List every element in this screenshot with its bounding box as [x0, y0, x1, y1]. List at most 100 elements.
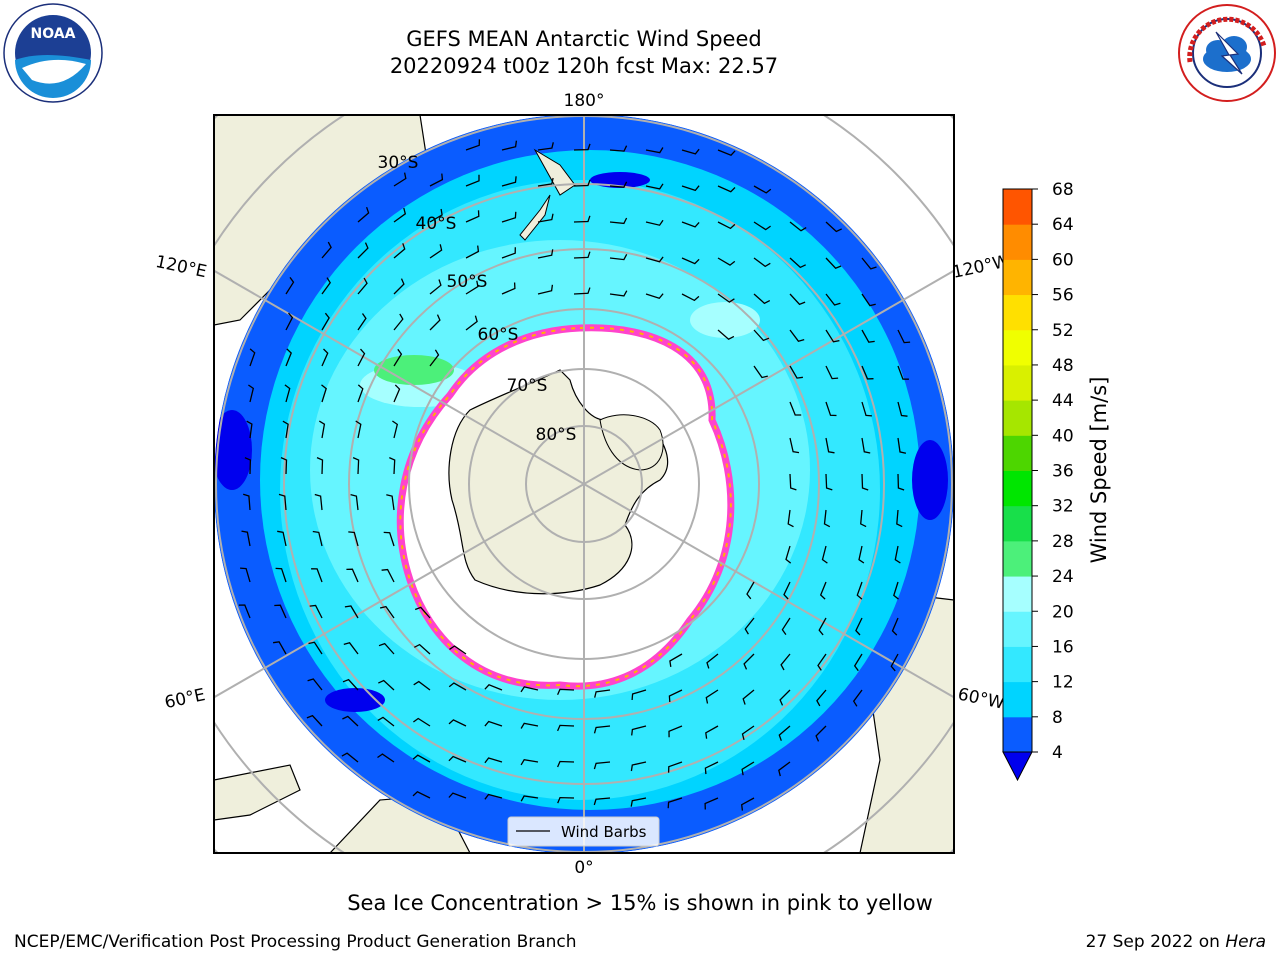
lon-label-180: 180° — [564, 91, 605, 111]
wind-barb — [321, 312, 330, 331]
colorbar-tick-label: 32 — [1052, 497, 1074, 517]
wind-barb — [645, 219, 664, 226]
wind-barb — [819, 581, 827, 600]
wind-barb — [465, 280, 479, 295]
wind-barb — [645, 183, 664, 190]
colorbar-segment — [1003, 716, 1032, 753]
wind-barb — [557, 760, 575, 768]
wind-barb — [274, 604, 287, 619]
wind-barb — [861, 401, 872, 417]
wind-barb — [825, 401, 837, 417]
wind-barb — [742, 689, 755, 705]
wind-barb — [412, 791, 431, 799]
wind-barb — [321, 277, 331, 295]
wind-barb — [779, 689, 791, 706]
colorbar-segment — [1003, 540, 1032, 577]
wind-barb — [393, 172, 407, 187]
wind-barb — [825, 257, 842, 269]
wind-barb — [341, 752, 359, 763]
wind-barb — [357, 206, 370, 223]
wind-barb — [681, 148, 700, 155]
wind-barb — [706, 653, 719, 669]
wind-barb — [893, 581, 899, 600]
wind-barb — [667, 761, 683, 773]
wind-barb — [342, 715, 359, 727]
wind-barb — [393, 384, 401, 403]
wind-barb — [357, 348, 366, 367]
colorbar-segment — [1003, 259, 1032, 296]
wind-barb — [378, 679, 395, 691]
wind-barb — [280, 457, 288, 475]
wind-barb — [645, 147, 664, 154]
colorbar-segment — [1003, 681, 1032, 718]
wind-barb — [891, 617, 899, 636]
wind-barb — [630, 797, 647, 807]
wind-barb — [573, 287, 591, 295]
wind-barb — [377, 753, 395, 763]
wind-barb — [357, 313, 367, 331]
noaa-logo: NOAA — [3, 3, 103, 103]
wind-barb — [897, 365, 909, 380]
wind-barb — [318, 420, 326, 439]
colorbar-extend-arrow — [1002, 751, 1033, 782]
wind-barb — [825, 293, 841, 306]
wind-barb — [357, 242, 369, 259]
wind-barb — [825, 221, 842, 233]
wind-barb — [743, 653, 755, 670]
lat-label-40s: 40°S — [416, 214, 457, 234]
wind-barb — [448, 719, 467, 727]
wind-barb — [816, 689, 827, 707]
wind-barb — [825, 365, 839, 380]
wind-barb — [645, 293, 664, 300]
wind-barb — [741, 797, 755, 811]
wind-barb — [593, 797, 611, 806]
wind-barb — [668, 689, 683, 703]
wind-barb — [753, 365, 768, 379]
wind-barb — [520, 722, 539, 729]
colorbar-segment — [1003, 646, 1032, 683]
wind-barb — [321, 348, 329, 367]
wind-barb — [825, 473, 833, 491]
wind-barb — [357, 384, 364, 403]
wind-barb — [890, 653, 899, 672]
map-legend: Wind Barbs — [507, 816, 660, 847]
wind-barb — [557, 796, 575, 804]
wind-barb — [856, 581, 863, 600]
wind-barb — [573, 215, 591, 223]
wind-barb — [249, 348, 256, 367]
chart-title: GEFS MEAN Antarctic Wind Speed — [406, 27, 762, 51]
lon-label-60w: 60°W — [956, 684, 1006, 713]
colorbar-tick-label: 4 — [1052, 743, 1063, 763]
wind-barb — [501, 282, 516, 295]
wind-barb — [537, 177, 554, 187]
wind-barb — [414, 606, 431, 619]
wind-barb — [429, 314, 441, 331]
wind-barb — [823, 509, 831, 528]
colorbar-segment — [1003, 576, 1032, 612]
wind-barb — [307, 678, 323, 691]
wind-barb — [861, 365, 874, 380]
wind-barb — [825, 437, 835, 454]
legend-label: Wind Barbs — [561, 823, 647, 841]
wind-barb — [704, 797, 719, 810]
wind-barb — [413, 717, 431, 727]
map-frame — [213, 114, 955, 854]
colorbar-segment — [1003, 189, 1032, 225]
wind-barb — [897, 473, 905, 491]
wind-barb — [753, 329, 770, 342]
lat-label-80s: 80°S — [536, 425, 577, 445]
wind-barb — [412, 754, 431, 763]
wind-barb — [465, 245, 480, 259]
wind-barb — [861, 293, 876, 307]
wind-barb — [321, 241, 332, 259]
wind-barb — [386, 494, 395, 511]
wind-barb — [667, 797, 683, 809]
colorbar-tick-label: 20 — [1052, 602, 1074, 622]
wind-barb — [285, 348, 292, 367]
wind-barb — [389, 457, 396, 475]
wind-barb — [378, 642, 395, 655]
wind-barb — [537, 142, 554, 151]
wind-barb — [753, 257, 771, 268]
